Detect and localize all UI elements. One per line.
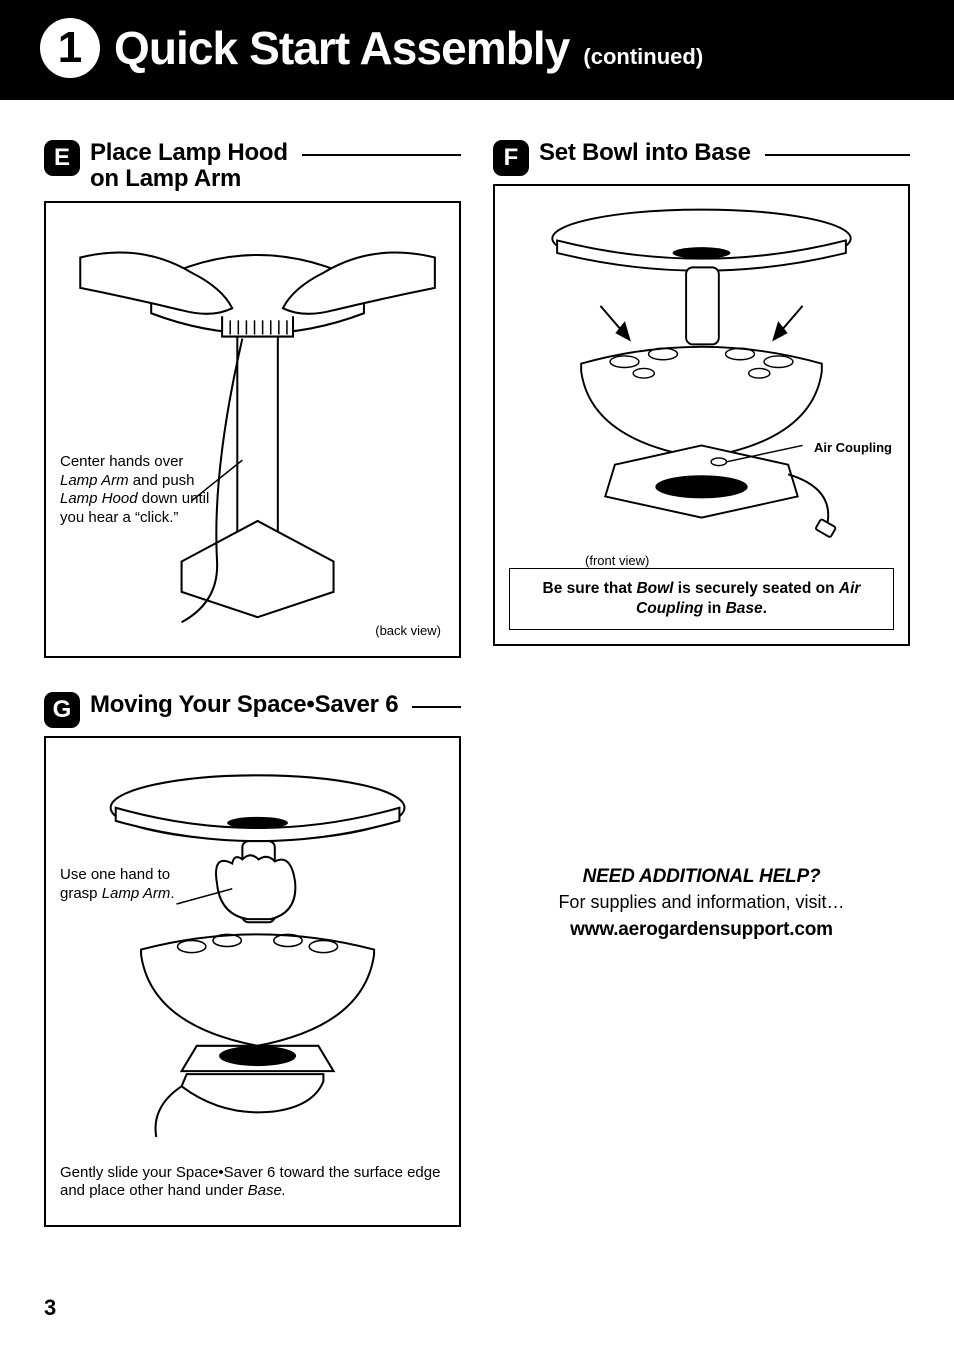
- page-header: 1 Quick Start Assembly (continued): [0, 0, 954, 100]
- help-block: NEED ADDITIONAL HELP? For supplies and i…: [493, 866, 910, 941]
- page-body: E Place Lamp Hoodon Lamp Arm: [0, 100, 954, 1351]
- step-f-badge: F: [493, 140, 529, 176]
- step-g-letter: G: [53, 696, 72, 724]
- step-g-caption-1: Use one hand to grasp Lamp Arm.: [60, 866, 180, 904]
- step-g: G Moving Your Space•Saver 6: [44, 692, 461, 1227]
- step-g-illustration: [60, 752, 445, 1157]
- air-coupling-label: Air Coupling: [814, 440, 892, 455]
- step-f-panel: Air Coupling (front view) Be sure that B…: [493, 184, 910, 646]
- step-f-letter: F: [504, 144, 519, 172]
- rule: [765, 154, 910, 156]
- step-g-heading: Moving Your Space•Saver 6: [90, 692, 398, 718]
- right-column: F Set Bowl into Base: [493, 140, 910, 1261]
- step-e-view-label: (back view): [375, 623, 441, 638]
- help-title: NEED ADDITIONAL HELP?: [493, 866, 910, 888]
- step-f: F Set Bowl into Base: [493, 140, 910, 646]
- header-title: Quick Start Assembly: [114, 21, 569, 75]
- step-f-notice: Be sure that Bowl is securely seated on …: [509, 568, 894, 630]
- rule: [302, 154, 461, 156]
- step-f-heading: Set Bowl into Base: [539, 140, 751, 166]
- header-continued: (continued): [583, 44, 703, 70]
- left-column: E Place Lamp Hoodon Lamp Arm: [44, 140, 461, 1261]
- step-f-view-label: (front view): [585, 553, 649, 568]
- step-g-badge: G: [44, 692, 80, 728]
- step-g-panel: Use one hand to grasp Lamp Arm. Gently s…: [44, 736, 461, 1227]
- step-g-caption-2: Gently slide your Space•Saver 6 toward t…: [60, 1164, 445, 1202]
- rule: [412, 706, 461, 708]
- step-e-letter: E: [54, 144, 70, 172]
- help-line: For supplies and information, visit…: [493, 892, 910, 913]
- step-e-panel: Center hands over Lamp Arm and push Lamp…: [44, 201, 461, 659]
- header-step-number-badge: 1: [40, 18, 100, 78]
- header-step-number: 1: [58, 23, 82, 73]
- step-e-illustration: [60, 217, 445, 643]
- page-number: 3: [44, 1295, 910, 1321]
- step-e-heading: Place Lamp Hoodon Lamp Arm: [90, 140, 288, 193]
- help-url: www.aerogardensupport.com: [493, 919, 910, 941]
- step-f-illustration: [509, 200, 894, 556]
- step-e-badge: E: [44, 140, 80, 176]
- step-e-caption: Center hands over Lamp Arm and push Lamp…: [60, 453, 210, 528]
- step-e: E Place Lamp Hoodon Lamp Arm: [44, 140, 461, 658]
